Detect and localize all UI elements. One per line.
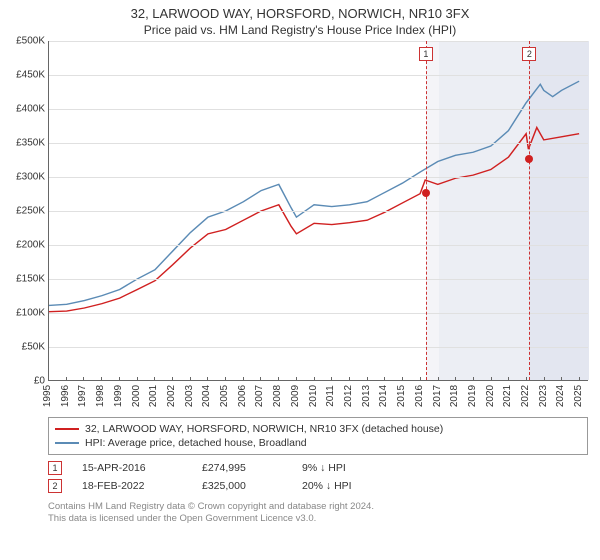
- y-axis-label: £450K: [3, 70, 45, 81]
- y-axis-label: £500K: [3, 36, 45, 47]
- event-marker: 2: [522, 47, 536, 61]
- event-line: [426, 41, 427, 380]
- sale-diff: 20% ↓ HPI: [302, 480, 402, 492]
- gridline: [49, 313, 588, 314]
- sale-marker: 1: [48, 461, 62, 475]
- x-tick: [225, 377, 226, 381]
- x-tick: [260, 377, 261, 381]
- x-tick: [455, 377, 456, 381]
- x-tick: [331, 377, 332, 381]
- sale-diff: 9% ↓ HPI: [302, 462, 402, 474]
- x-tick: [314, 377, 315, 381]
- event-marker: 1: [419, 47, 433, 61]
- plot-region: £0£50K£100K£150K£200K£250K£300K£350K£400…: [48, 41, 588, 381]
- x-tick: [367, 377, 368, 381]
- legend-item: HPI: Average price, detached house, Broa…: [55, 436, 581, 450]
- x-tick: [544, 377, 545, 381]
- x-tick: [526, 377, 527, 381]
- sale-dot: [525, 155, 533, 163]
- sale-row: 1 15-APR-2016 £274,995 9% ↓ HPI: [48, 459, 588, 477]
- x-tick: [278, 377, 279, 381]
- x-tick: [137, 377, 138, 381]
- legend-swatch: [55, 428, 79, 430]
- x-tick: [243, 377, 244, 381]
- sales-table: 1 15-APR-2016 £274,995 9% ↓ HPI 2 18-FEB-2022…: [48, 459, 588, 495]
- event-line: [529, 41, 530, 380]
- footer-line: Contains HM Land Registry data © Crown c…: [48, 501, 588, 513]
- x-tick: [172, 377, 173, 381]
- footer-line: This data is licensed under the Open Gov…: [48, 513, 588, 525]
- gridline: [49, 143, 588, 144]
- gridline: [49, 245, 588, 246]
- sale-marker: 2: [48, 479, 62, 493]
- x-axis-label: 2025: [564, 385, 594, 407]
- gridline: [49, 109, 588, 110]
- sale-date: 15-APR-2016: [82, 462, 182, 474]
- y-axis-label: £50K: [3, 342, 45, 353]
- x-tick: [101, 377, 102, 381]
- legend-label: HPI: Average price, detached house, Broa…: [85, 437, 307, 449]
- sale-dot: [422, 189, 430, 197]
- chart-title: 32, LARWOOD WAY, HORSFORD, NORWICH, NR10…: [0, 0, 600, 21]
- gridline: [49, 279, 588, 280]
- legend-label: 32, LARWOOD WAY, HORSFORD, NORWICH, NR10…: [85, 423, 443, 435]
- chart-container: 32, LARWOOD WAY, HORSFORD, NORWICH, NR10…: [0, 0, 600, 560]
- y-axis-label: £250K: [3, 206, 45, 217]
- y-axis-label: £300K: [3, 172, 45, 183]
- x-tick: [473, 377, 474, 381]
- sale-price: £325,000: [202, 480, 282, 492]
- x-tick: [48, 377, 49, 381]
- y-axis-label: £400K: [3, 104, 45, 115]
- y-axis-label: £100K: [3, 308, 45, 319]
- x-tick: [561, 377, 562, 381]
- x-tick: [420, 377, 421, 381]
- gridline: [49, 75, 588, 76]
- x-tick: [190, 377, 191, 381]
- x-tick: [119, 377, 120, 381]
- sale-row: 2 18-FEB-2022 £325,000 20% ↓ HPI: [48, 477, 588, 495]
- x-tick: [207, 377, 208, 381]
- sale-price: £274,995: [202, 462, 282, 474]
- x-tick: [349, 377, 350, 381]
- x-tick: [384, 377, 385, 381]
- chart-subtitle: Price paid vs. HM Land Registry's House …: [0, 21, 600, 41]
- legend-box: 32, LARWOOD WAY, HORSFORD, NORWICH, NR10…: [48, 417, 588, 455]
- series-line-hpi: [49, 81, 579, 305]
- x-tick: [491, 377, 492, 381]
- y-axis-label: £150K: [3, 274, 45, 285]
- x-tick: [66, 377, 67, 381]
- legend-swatch: [55, 442, 79, 444]
- gridline: [49, 347, 588, 348]
- y-axis-label: £200K: [3, 240, 45, 251]
- gridline: [49, 41, 588, 42]
- x-tick: [402, 377, 403, 381]
- line-series-svg: [49, 41, 588, 350]
- chart-area: £0£50K£100K£150K£200K£250K£300K£350K£400…: [48, 41, 588, 411]
- footer-attribution: Contains HM Land Registry data © Crown c…: [48, 501, 588, 526]
- legend-item: 32, LARWOOD WAY, HORSFORD, NORWICH, NR10…: [55, 422, 581, 436]
- sale-date: 18-FEB-2022: [82, 480, 182, 492]
- y-axis-label: £350K: [3, 138, 45, 149]
- x-tick: [579, 377, 580, 381]
- x-tick: [83, 377, 84, 381]
- gridline: [49, 177, 588, 178]
- x-tick: [154, 377, 155, 381]
- x-tick: [508, 377, 509, 381]
- x-tick: [296, 377, 297, 381]
- x-tick: [438, 377, 439, 381]
- gridline: [49, 211, 588, 212]
